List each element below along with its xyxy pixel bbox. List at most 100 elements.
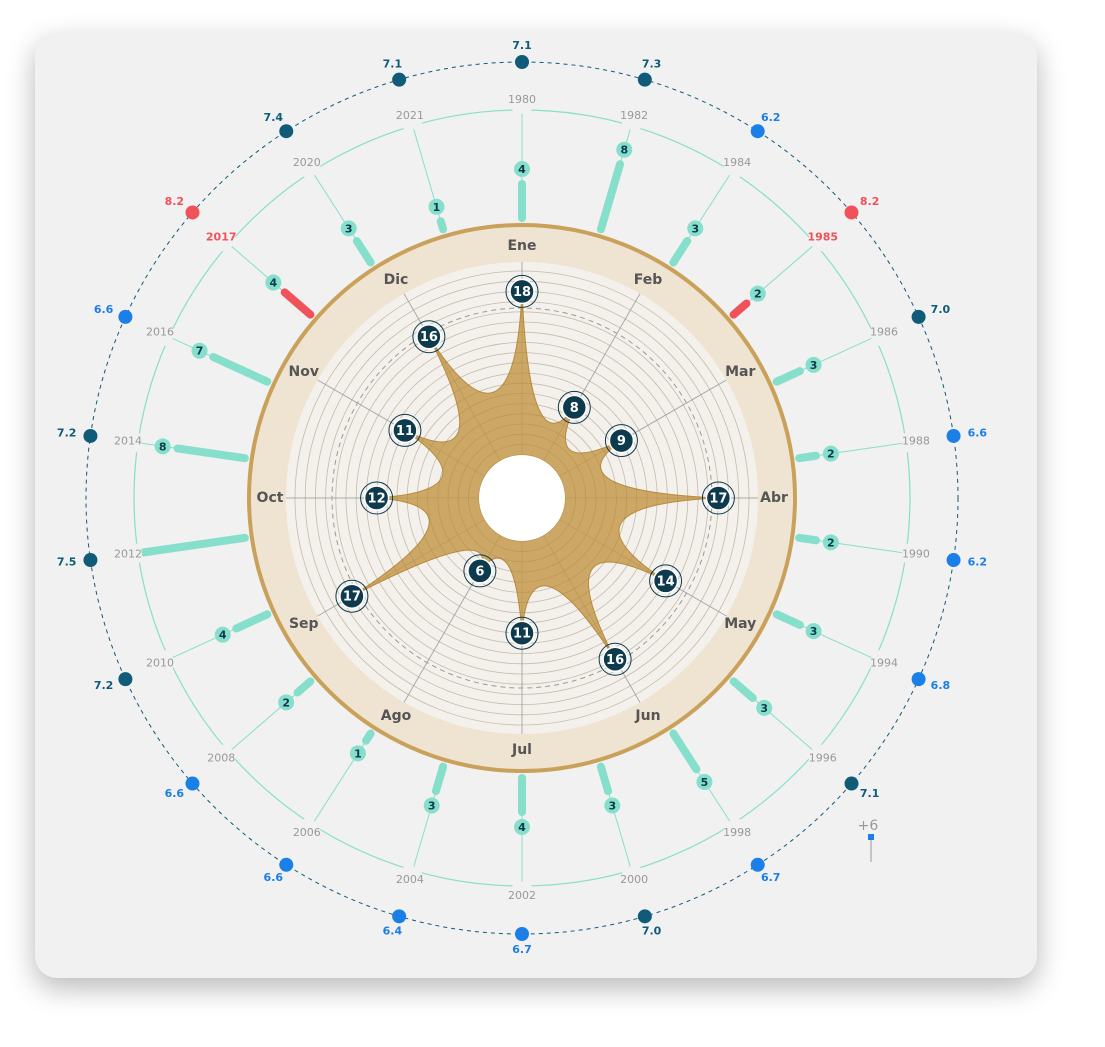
year-label: 1998	[723, 826, 751, 839]
dot-label: 6.7	[512, 943, 532, 956]
ring-over	[294, 270, 750, 726]
dot-label: 8.2	[860, 195, 880, 208]
point-halo	[557, 390, 591, 424]
year-label: 2017	[206, 230, 237, 243]
dot	[392, 72, 407, 87]
bar	[280, 288, 315, 319]
year-label-bg	[808, 744, 837, 773]
bar	[232, 610, 272, 633]
ring-over	[447, 423, 597, 573]
ring-over	[406, 382, 638, 614]
hole	[479, 455, 565, 541]
bar-label: 3	[428, 800, 436, 813]
point-label: 6	[475, 564, 484, 579]
year-label-bg	[723, 149, 752, 178]
bar	[596, 160, 625, 234]
dot-label: 6.7	[761, 871, 781, 884]
point-halo	[463, 554, 497, 588]
year-label: 1984	[723, 156, 751, 169]
bar-label-bg	[514, 819, 530, 835]
point-label: 9	[617, 434, 626, 449]
point	[705, 485, 732, 511]
point-halo	[388, 413, 422, 447]
dot-label: 7.2	[94, 679, 114, 692]
dot-label: 6.2	[761, 111, 781, 124]
dot	[946, 428, 961, 443]
year-label: 2010	[146, 656, 174, 669]
dot-label: 7.1	[383, 57, 403, 70]
year-label: 2002	[508, 889, 536, 902]
bar-label: 4	[219, 629, 227, 642]
ring-over	[355, 331, 689, 665]
bar-label: 4	[518, 821, 526, 834]
bar-label-bg	[616, 141, 633, 158]
year-label-bg	[870, 318, 899, 347]
legend-label: +6	[858, 818, 879, 834]
dot-label: 6.6	[165, 787, 185, 800]
point-label: 8	[570, 401, 579, 416]
ring-over	[478, 454, 566, 542]
bar-label: 1	[433, 201, 441, 214]
bar	[431, 762, 448, 796]
point-halo	[412, 320, 446, 354]
dot-label: 6.6	[94, 303, 114, 316]
bar-label: 3	[810, 625, 818, 638]
bar-label: 8	[159, 440, 167, 453]
point	[467, 558, 493, 584]
dot	[185, 776, 200, 791]
bar-label: 3	[810, 359, 818, 372]
ring-over	[345, 321, 699, 675]
month-label: Sep	[289, 616, 319, 632]
year-label-bg	[145, 318, 174, 347]
bar-label: 3	[760, 702, 768, 715]
point-halo	[701, 481, 735, 515]
dot	[185, 205, 200, 220]
month-label: Jul	[511, 742, 532, 758]
bar-label: 4	[270, 277, 278, 290]
year-label: 1988	[902, 434, 930, 447]
point-label: 12	[368, 492, 386, 507]
dot-label: 7.2	[57, 427, 77, 440]
point-halo	[598, 642, 632, 676]
point-halo	[649, 564, 683, 598]
year-label: 2012	[114, 548, 142, 561]
bar	[139, 533, 249, 557]
dot	[911, 309, 926, 324]
bar-label-bg	[696, 773, 713, 790]
bar-label-bg	[514, 161, 530, 177]
bar-label-bg	[423, 797, 440, 814]
year-label: 2006	[293, 826, 321, 839]
bar-label: 3	[608, 800, 616, 813]
year-label-bg	[723, 818, 752, 847]
point-label: 16	[420, 330, 438, 345]
dot	[515, 927, 529, 941]
bar	[173, 444, 249, 463]
bar-label-bg	[805, 623, 822, 640]
point-halo	[505, 616, 539, 650]
year-label: 1994	[870, 656, 898, 669]
bar-label: 2	[754, 288, 762, 301]
ring-over	[467, 443, 576, 552]
year-label-bg	[901, 427, 930, 456]
ring-over	[437, 413, 607, 583]
year-label: 1982	[620, 109, 648, 122]
bar	[352, 236, 375, 267]
bar-label: 3	[345, 222, 353, 235]
year-label-bg	[114, 427, 143, 456]
point-label: 11	[396, 424, 414, 439]
year-label: 2016	[146, 326, 174, 339]
dot	[279, 124, 294, 139]
year-label-bg	[292, 818, 321, 847]
month-label: Oct	[257, 490, 284, 506]
point	[602, 646, 628, 673]
dot-label: 6.4	[383, 925, 403, 938]
bar-label: 7	[196, 345, 204, 358]
dot	[118, 672, 133, 687]
point	[561, 394, 588, 421]
dot-label: 7.0	[642, 925, 662, 938]
dot-label: 6.6	[264, 871, 284, 884]
dot-label: 6.2	[968, 555, 988, 568]
year-label-bg	[508, 882, 536, 910]
point-label: 16	[606, 653, 624, 668]
